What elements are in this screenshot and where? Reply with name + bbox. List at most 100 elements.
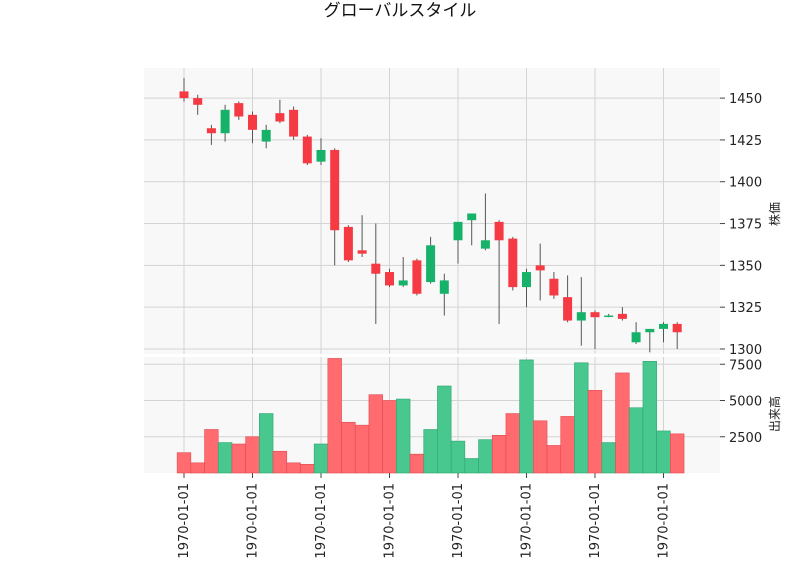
price-tick-label: 1450 [729,92,762,107]
volume-bar [478,439,493,474]
volume-axis-label: 出来高 [767,396,782,432]
volume-bar [670,433,685,474]
volume-bar [259,413,274,474]
price-tick-label: 1400 [729,176,762,191]
volume-bar [341,421,356,474]
candle-body [439,280,449,294]
volume-bar [450,440,466,474]
volume-bar [491,434,507,474]
candle-body [302,136,312,164]
volume-bar [533,420,548,474]
candle-body [522,272,531,288]
price-panel: 1300 1325 1350 1375 1400 1425 1450 [144,68,762,358]
candle-body [645,328,655,333]
volume-bar [272,450,288,474]
candle-body [261,129,271,142]
volume-bar [601,442,616,474]
volume-bar [231,443,246,474]
volume-bar [368,394,383,474]
candle-body [426,245,436,283]
candle-body [659,323,668,329]
candle-body [234,103,244,117]
volume-bar [464,458,479,474]
candle-body [371,263,381,274]
volume-bar [560,416,575,474]
price-plot-area [144,68,720,354]
price-tick-label: 1300 [729,343,762,358]
candle-body [672,323,682,333]
volume-bar [313,443,329,474]
candle-body [330,149,340,231]
candle-body [385,272,394,286]
candle-body [480,240,490,249]
candle-body [206,128,216,134]
price-tick-label: 1350 [729,259,762,274]
candle-body [590,312,600,318]
candle-body [617,313,627,319]
volume-tick-label: 5000 [729,395,762,410]
candle-body [467,213,477,221]
volume-bar [396,398,411,474]
candle-body [549,278,559,296]
x-tick-label: 1970-01-01 [246,483,261,559]
candle-body [357,250,367,254]
volume-bar [437,385,452,474]
volume-bar [423,429,438,474]
volume-bar [176,452,192,474]
x-tick-label: 1970-01-01 [314,483,329,559]
candle-body [316,149,326,162]
candle-body [179,91,189,99]
price-tick-label: 1425 [729,134,762,149]
candle-body [563,297,573,321]
candle-body [494,221,504,241]
volume-bar [546,445,562,474]
volume-tick-label: 7500 [729,358,762,373]
volume-bar [245,436,260,474]
candle-body [193,98,203,105]
candle-body [508,238,518,288]
candle-body [604,315,614,318]
candle-body [398,280,408,286]
candle-body [289,109,299,137]
candle-body [453,221,463,241]
volume-bar [642,361,657,474]
volume-bar [574,362,589,474]
price-tick-label: 1375 [729,218,762,233]
x-tick-label: 1970-01-01 [588,483,603,559]
volume-bar [615,372,630,474]
candle-body [248,114,257,130]
volume-bar [519,359,534,474]
chart-title: グローバルスタイル [324,1,477,21]
x-tick-label: 1970-01-01 [657,483,672,559]
price-tick-label: 1325 [729,301,762,316]
candle-body [576,312,586,321]
volume-bar [300,463,315,474]
price-axis-label: 株価 [767,202,782,226]
volume-bar [409,453,425,474]
candle-body [343,226,353,261]
x-tick-label: 1970-01-01 [451,483,466,559]
candle-body [412,260,422,294]
volume-tick-label: 2500 [729,431,762,446]
volume-bar [286,462,301,474]
candle-body [535,265,545,271]
volume-bar [587,390,603,474]
x-tick-label: 1970-01-01 [520,483,535,559]
volume-panel: 2500 5000 7500 1970-01-01 1970-01-01 1970-01-… [144,357,762,559]
volume-bar [190,462,205,474]
volume-bar [656,430,671,474]
volume-bar [382,400,397,474]
volume-bar [354,424,370,474]
candle-body [220,109,230,134]
candle-body [275,113,285,122]
volume-bar [204,429,219,474]
candle-body [631,332,641,343]
x-tick-label: 1970-01-01 [383,483,398,559]
volume-bar [327,358,342,474]
volume-bar [628,407,644,474]
volume-bar [505,413,520,474]
volume-bar [217,442,233,474]
x-tick-label: 1970-01-01 [177,483,192,559]
